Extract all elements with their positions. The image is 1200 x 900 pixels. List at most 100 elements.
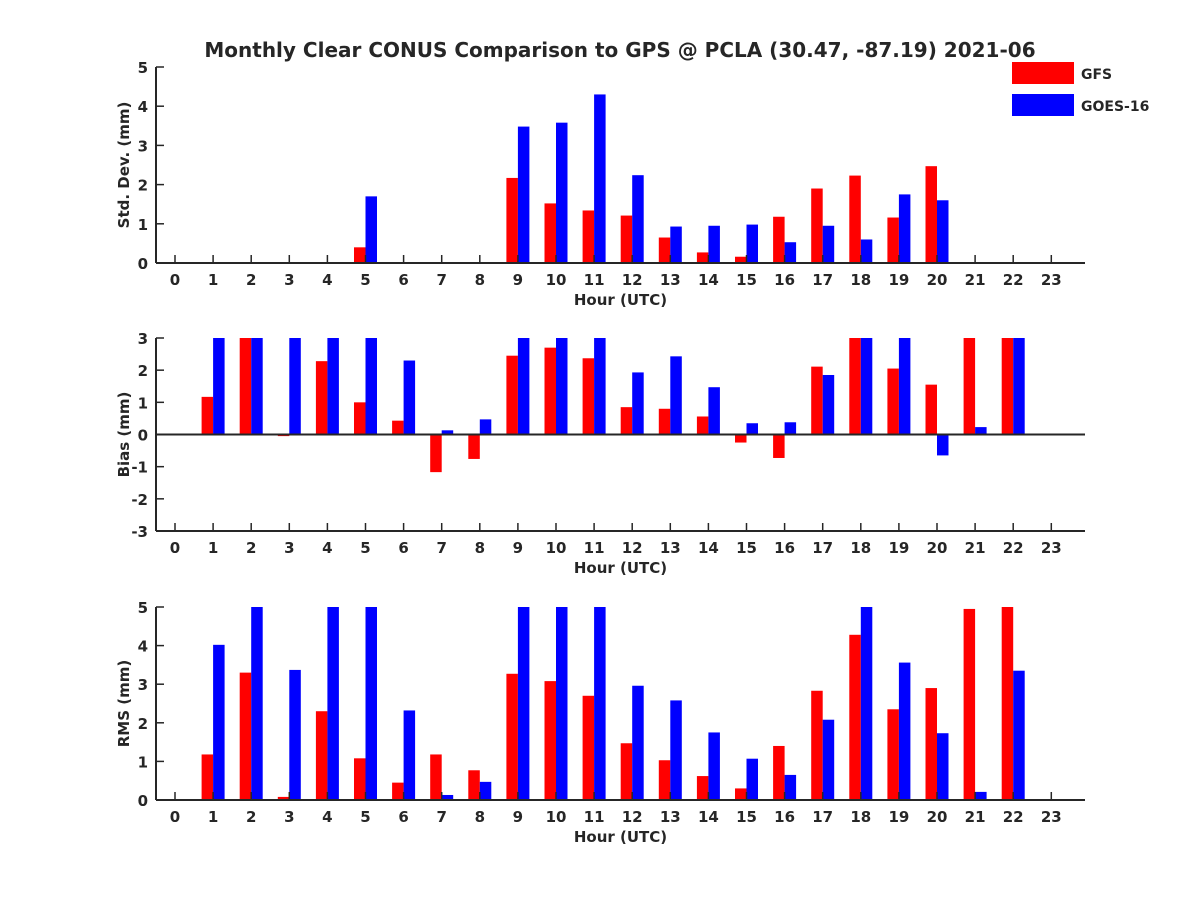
y-tick-label: -2: [131, 491, 148, 509]
bar-goes16-hour-18: [860, 239, 873, 263]
bar-gfs-hour-19: [887, 709, 899, 800]
bar-goes16-hour-21: [975, 791, 987, 800]
x-tick-label: 5: [360, 271, 370, 289]
x-tick-label: 7: [436, 271, 446, 289]
bar-goes16-hour-13: [670, 356, 682, 435]
bar-gfs-hour-10: [544, 681, 556, 800]
x-tick-label: 10: [546, 808, 567, 826]
x-tick-label: 8: [475, 539, 485, 557]
bar-goes16-hour-10: [556, 338, 568, 435]
x-tick-label: 1: [208, 539, 218, 557]
x-tick-label: 14: [698, 271, 719, 289]
y-tick-label: 1: [138, 753, 148, 771]
bar-goes16-hour-19: [898, 194, 911, 263]
bar-gfs-hour-13: [658, 760, 671, 800]
bar-goes16-hour-7: [441, 430, 454, 435]
x-tick-label: 15: [736, 808, 757, 826]
y-tick-label: 1: [138, 216, 148, 234]
bar-goes16-hour-3: [289, 669, 301, 800]
x-tick-label: 3: [284, 539, 294, 557]
bar-gfs-hour-20: [925, 384, 937, 435]
x-tick-label: 12: [622, 271, 643, 289]
bar-gfs-hour-15: [735, 434, 747, 443]
bar-goes16-hour-9: [517, 607, 530, 800]
bar-gfs-hour-11: [582, 210, 595, 263]
x-tick-label: 5: [360, 539, 370, 557]
bar-goes16-hour-14: [708, 732, 720, 800]
x-tick-label: 6: [398, 271, 408, 289]
bar-goes16-hour-3: [289, 338, 301, 435]
bar-gfs-hour-5: [354, 247, 366, 263]
x-tick-label: 0: [170, 539, 180, 557]
bar-gfs-hour-10: [544, 203, 556, 263]
bar-gfs-hour-2: [239, 672, 252, 800]
x-tick-label: 22: [1003, 808, 1024, 826]
bar-gfs-hour-5: [354, 402, 366, 435]
bar-goes16-hour-14: [708, 225, 720, 263]
legend-swatch-gfs: [1012, 62, 1074, 84]
bar-gfs-hour-12: [620, 743, 633, 800]
x-tick-label: 22: [1003, 271, 1024, 289]
x-tick-label: 19: [888, 808, 909, 826]
y-tick-label: 5: [138, 59, 148, 77]
x-tick-label: 19: [888, 271, 909, 289]
x-tick-label: 9: [513, 271, 523, 289]
y-tick-label: 3: [138, 137, 148, 155]
y-tick-label: 2: [138, 177, 148, 195]
x-tick-label: 15: [736, 539, 757, 557]
bar-goes16-hour-6: [403, 360, 416, 435]
x-tick-label: 14: [698, 808, 719, 826]
x-tick-label: 17: [812, 271, 833, 289]
x-tick-label: 5: [360, 808, 370, 826]
x-tick-label: 22: [1003, 539, 1024, 557]
bar-gfs-hour-8: [468, 434, 480, 459]
x-tick-label: 6: [398, 808, 408, 826]
x-tick-label: 23: [1041, 539, 1062, 557]
bar-goes16-hour-5: [365, 196, 377, 263]
bar-goes16-hour-18: [860, 607, 873, 800]
x-tick-label: 3: [284, 271, 294, 289]
x-tick-label: 2: [246, 271, 256, 289]
bar-gfs-hour-2: [239, 338, 252, 435]
bar-gfs-hour-21: [963, 608, 976, 800]
x-tick-label: 2: [246, 539, 256, 557]
bar-gfs-hour-22: [1001, 607, 1014, 800]
bar-goes16-hour-17: [822, 374, 835, 435]
bar-goes16-hour-4: [327, 338, 339, 435]
x-tick-label: 8: [475, 271, 485, 289]
bar-goes16-hour-13: [670, 700, 682, 800]
x-tick-label: 13: [660, 539, 681, 557]
legend-label-goes16: GOES-16: [1081, 99, 1149, 115]
bar-gfs-hour-5: [354, 758, 366, 800]
y-tick-label: 3: [138, 330, 148, 348]
bar-gfs-hour-1: [201, 396, 214, 435]
x-tick-label: 14: [698, 539, 719, 557]
bar-goes16-hour-5: [365, 338, 377, 435]
x-tick-label: 12: [622, 539, 643, 557]
bar-goes16-hour-19: [898, 662, 911, 800]
x-tick-label: 17: [812, 539, 833, 557]
x-tick-label: 9: [513, 808, 523, 826]
x-tick-label: 1: [208, 271, 218, 289]
bar-gfs-hour-6: [392, 420, 404, 435]
bar-gfs-hour-19: [887, 217, 899, 263]
x-tick-label: 8: [475, 808, 485, 826]
bar-gfs-hour-20: [925, 166, 937, 263]
bar-goes16-hour-12: [632, 175, 644, 263]
bar-goes16-hour-8: [479, 781, 492, 800]
x-tick-label: 13: [660, 271, 681, 289]
x-tick-label: 13: [660, 808, 681, 826]
y-tick-label: 0: [138, 792, 148, 810]
x-tick-label: 3: [284, 808, 294, 826]
bar-gfs-hour-18: [849, 338, 861, 435]
bar-gfs-hour-11: [582, 358, 595, 435]
y-tick-label: 2: [138, 715, 148, 733]
x-tick-label: 11: [584, 539, 605, 557]
y-tick-label: 3: [138, 676, 148, 694]
bar-gfs-hour-18: [849, 634, 861, 800]
bar-goes16-hour-2: [251, 338, 263, 435]
x-tick-label: 21: [965, 271, 986, 289]
x-tick-label: 1: [208, 808, 218, 826]
